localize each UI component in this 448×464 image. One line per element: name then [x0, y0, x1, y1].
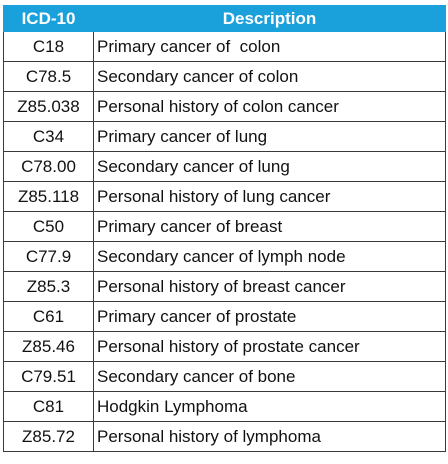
table-row: C18 Primary cancer of colon — [3, 31, 446, 62]
description-cell: Primary cancer of prostate — [93, 301, 446, 332]
description-cell: Personal history of prostate cancer — [93, 331, 446, 362]
table-row: Z85.72 Personal history of lymphoma — [3, 421, 446, 452]
table-row: C78.5 Secondary cancer of colon — [3, 61, 446, 92]
icd10-code-table-sheet: ICD-10 Description C18 Primary cancer of … — [3, 5, 446, 457]
column-header-icd10: ICD-10 — [3, 5, 94, 32]
table-row: C81 Hodgkin Lymphoma — [3, 391, 446, 422]
table-row: Z85.3 Personal history of breast cancer — [3, 271, 446, 302]
description-cell: Primary cancer of breast — [93, 211, 446, 242]
table-row: C77.9 Secondary cancer of lymph node — [3, 241, 446, 272]
icd10-code-cell: Z85.038 — [3, 91, 94, 122]
icd10-code-cell: C81 — [3, 391, 94, 422]
icd10-code-cell: Z85.3 — [3, 271, 94, 302]
description-cell: Personal history of breast cancer — [93, 271, 446, 302]
icd10-code-cell: C77.9 — [3, 241, 94, 272]
icd10-code-cell: C78.00 — [3, 151, 94, 182]
icd10-code-cell: C18 — [3, 31, 94, 62]
description-cell: Secondary cancer of lymph node — [93, 241, 446, 272]
header-row: ICD-10 Description — [3, 5, 446, 32]
description-cell: Secondary cancer of lung — [93, 151, 446, 182]
description-cell: Personal history of lymphoma — [93, 421, 446, 452]
description-cell: Secondary cancer of colon — [93, 61, 446, 92]
icd10-code-table: ICD-10 Description C18 Primary cancer of … — [3, 5, 446, 452]
icd10-code-cell: Z85.46 — [3, 331, 94, 362]
description-cell: Primary cancer of colon — [93, 31, 446, 62]
icd10-code-cell: C34 — [3, 121, 94, 152]
description-cell: Personal history of colon cancer — [93, 91, 446, 122]
table-row: Z85.46 Personal history of prostate cance… — [3, 331, 446, 362]
column-header-description: Description — [93, 5, 446, 32]
icd10-code-cell: C79.51 — [3, 361, 94, 392]
icd10-code-cell: Z85.72 — [3, 421, 94, 452]
table-row: C78.00 Secondary cancer of lung — [3, 151, 446, 182]
description-cell: Personal history of lung cancer — [93, 181, 446, 212]
table-row: C79.51 Secondary cancer of bone — [3, 361, 446, 392]
table-row: C50 Primary cancer of breast — [3, 211, 446, 242]
icd10-code-cell: C78.5 — [3, 61, 94, 92]
table-row: C61 Primary cancer of prostate — [3, 301, 446, 332]
table-row: C34 Primary cancer of lung — [3, 121, 446, 152]
table-body: C18 Primary cancer of colon C78.5 Secondary… — [3, 31, 446, 452]
icd10-code-cell: C50 — [3, 211, 94, 242]
description-cell: Hodgkin Lymphoma — [93, 391, 446, 422]
table-header: ICD-10 Description — [3, 5, 446, 32]
description-cell: Secondary cancer of bone — [93, 361, 446, 392]
description-cell: Primary cancer of lung — [93, 121, 446, 152]
table-row: Z85.038 Personal history of colon cancer — [3, 91, 446, 122]
table-row: Z85.118 Personal history of lung cancer — [3, 181, 446, 212]
icd10-code-cell: Z85.118 — [3, 181, 94, 212]
icd10-code-cell: C61 — [3, 301, 94, 332]
